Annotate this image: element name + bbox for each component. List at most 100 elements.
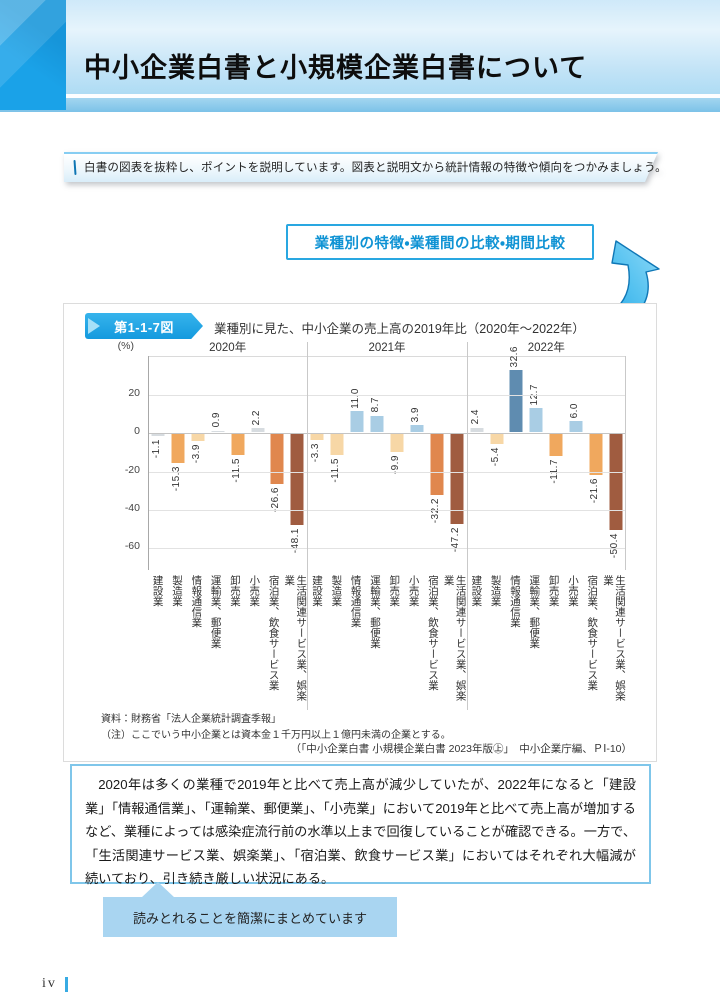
category-label: 建設業: [310, 575, 323, 607]
bar: [529, 408, 543, 433]
bar: [569, 420, 583, 433]
bar: [410, 425, 424, 433]
bar-slot: -11.5: [228, 357, 248, 570]
bar-value-label: 11.0: [350, 387, 362, 409]
bar-slot: 12.7: [526, 357, 546, 570]
summary-text: 2020年は多くの業種で2019年と比べて売上高が減少していたが、2022年にな…: [85, 777, 636, 886]
footer-accent-bar: [64, 976, 68, 992]
y-tick-label: -60: [124, 540, 140, 553]
category-label: 卸売業: [388, 575, 401, 607]
bar: [350, 411, 364, 433]
category-label: 製造業: [330, 575, 343, 607]
bar: [549, 433, 563, 456]
page-title: 中小企業白書と小規模企業白書について: [84, 53, 588, 83]
bar-value-label: 6.0: [569, 402, 581, 418]
bar-slot: 3.9: [407, 357, 427, 570]
category-label: 製造業: [170, 575, 183, 607]
gridline: [148, 548, 626, 550]
bar: [330, 433, 344, 456]
bar-slot: -9.9: [387, 357, 407, 570]
group-divider: [307, 342, 309, 710]
y-tick-label: 0: [134, 425, 140, 438]
bar-slot: -50.4: [606, 357, 626, 570]
y-tick-label: -20: [124, 463, 140, 476]
callout-label: 業種別の特徴・業種間の比較・期間比較: [314, 235, 566, 252]
group-divider: [466, 342, 468, 710]
bar-slot: -1.1: [148, 357, 168, 570]
bar-slot: -11.5: [327, 357, 347, 570]
y-tick-label: 20: [128, 387, 140, 400]
y-axis-tick-labels: 20 0 -20 -40 -60: [106, 356, 144, 570]
year-header: 2020年: [209, 342, 247, 354]
callout-box: 業種別の特徴・業種間の比較・期間比較: [286, 224, 594, 260]
bar-value-label: -48.1: [290, 528, 302, 554]
bar: [211, 430, 225, 433]
bar-value-label: -21.6: [589, 477, 601, 503]
bar-slot: -5.4: [487, 357, 507, 570]
bubble-text: 読みとれることを簡潔にまとめています: [132, 910, 367, 926]
bar: [310, 433, 324, 440]
bar-value-label: 8.7: [370, 397, 382, 413]
page-footer: iv: [42, 976, 68, 992]
gridline: [148, 395, 626, 397]
bar-slot: -32.2: [427, 357, 447, 570]
category-label: 生活関連サービス業、娯楽業: [442, 575, 467, 701]
bar-group: 2.4 -5.4 32.6 12.7-11.76.0 -21.6 -50.4: [467, 346, 626, 570]
chart-category-labels: 建設業 製造業 情報通信業 運輸業、郵便業 卸売業 小売業 宿泊業、飲食サービス業 生活関連サ…: [148, 570, 626, 710]
note-text: 白書の図表を抜粋し、ポイントを説明しています。図表と説明文から統計情報の特徴や傾…: [84, 162, 667, 174]
category-label: 製造業: [489, 575, 502, 607]
bar-value-label: -15.3: [170, 465, 182, 491]
bar-slot: -48.1: [287, 357, 307, 570]
bar-slot: 2.2: [248, 357, 268, 570]
category-label: 宿泊業、飲食サービス業: [267, 575, 280, 691]
category-label: 運輸業、郵便業: [368, 575, 381, 649]
bar: [151, 433, 165, 436]
bar-value-label: 32.6: [509, 345, 521, 368]
note-bar-background: [64, 152, 658, 182]
bar-value-label: -3.3: [310, 442, 322, 462]
bar: [589, 433, 603, 475]
year-header: 2022年: [527, 342, 565, 354]
bar-slot: 2.4: [467, 357, 487, 570]
bar-slot: 8.7: [367, 357, 387, 570]
figure-citation: （「中小企業白書 小規模企業白書 2023年版㊤」 中小企業庁編、ＰⅠ-10）: [290, 743, 632, 755]
y-tick-label: -40: [124, 501, 140, 514]
xlabel-group: 建設業 製造業 情報通信業 運輸業、郵便業 卸売業 小売業 宿泊業、飲食サービス業 生活関連サ…: [148, 570, 308, 710]
category-label: 建設業: [470, 575, 483, 607]
book-cube-icon: [73, 159, 77, 175]
bar-slot: -47.2: [447, 357, 467, 570]
bar-group: -3.3 -11.511.0 8.7 -9.93.9 -32.2-47.2: [307, 357, 466, 570]
bar-slot: -3.3: [307, 357, 327, 570]
speech-bubble: 読みとれることを簡潔にまとめています: [103, 882, 397, 937]
bar-slot: 11.0: [347, 357, 367, 570]
category-label: 情報通信業: [190, 575, 203, 628]
bar: [390, 433, 404, 453]
category-label: 小売業: [248, 575, 261, 607]
bar-slot: 0.9: [208, 357, 228, 570]
bar: [231, 433, 245, 456]
category-label: 情報通信業: [349, 575, 362, 628]
source-line-1: 資料：財務省「法人企業統計調査季報」: [101, 714, 281, 725]
bar-slot: -3.9: [188, 357, 208, 570]
bar-value-label: -5.4: [489, 446, 501, 466]
header-band: [0, 0, 720, 112]
chart-bar-groups: -1.1-15.3-3.90.9-11.52.2-26.6-48.1-3.3-1…: [148, 346, 626, 570]
category-label: 卸売業: [547, 575, 560, 607]
badge-chevron-icon: [88, 318, 100, 334]
category-label: 生活関連サービス業、娯楽業: [283, 575, 308, 701]
chart-year-header-row: 2020年 2021年 2022年: [148, 342, 626, 356]
category-label: 運輸業、郵便業: [209, 575, 222, 649]
bar-slot: -21.6: [586, 357, 606, 570]
figure-badge-label: 第1-1-7図: [114, 319, 174, 335]
category-label: 宿泊業、飲食サービス業: [586, 575, 599, 691]
summary-box: 2020年は多くの業種で2019年と比べて売上高が減少していたが、2022年にな…: [70, 764, 651, 886]
category-label: 小売業: [407, 575, 420, 607]
bar: [290, 433, 304, 526]
bar: [490, 433, 504, 444]
bar: [470, 427, 484, 433]
y-axis-line: [148, 356, 149, 570]
note-bar: 白書の図表を抜粋し、ポイントを説明しています。図表と説明文から統計情報の特徴や傾…: [64, 152, 667, 182]
chart-plot: -1.1-15.3-3.90.9-11.52.2-26.6-48.1-3.3-1…: [148, 346, 626, 570]
bar-value-label: 3.9: [409, 406, 421, 422]
